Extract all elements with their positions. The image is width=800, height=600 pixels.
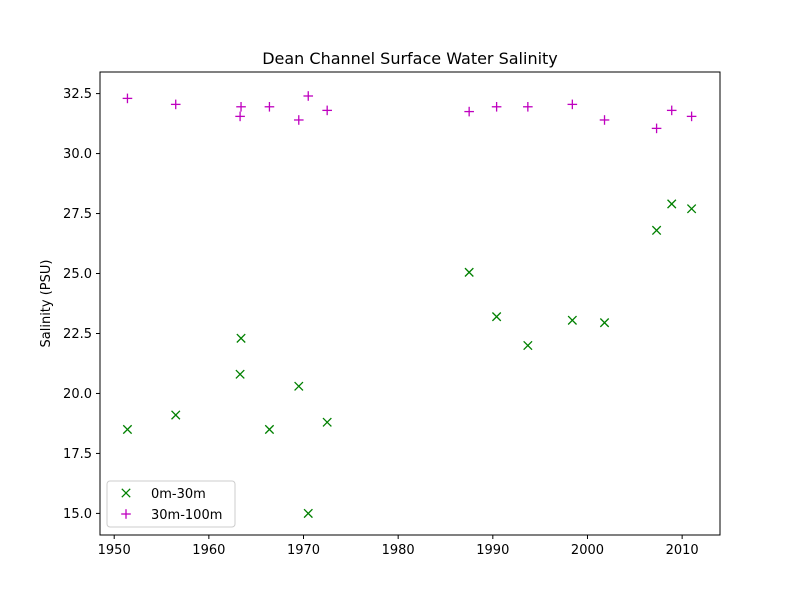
data-point — [491, 312, 502, 322]
data-marks — [122, 91, 697, 519]
data-point — [264, 424, 275, 435]
series-0m-30m — [122, 199, 697, 519]
series-30m-100m — [122, 91, 697, 134]
legend-box — [106, 480, 236, 528]
data-point — [322, 417, 332, 427]
x-tick-label: 1980 — [382, 543, 415, 558]
legend-label: 30m-100m — [151, 508, 222, 523]
plot-area: 1950 1960 1970 1980 1990 2000 2010 15.0 17.5 20.… — [63, 71, 721, 558]
data-point — [264, 101, 275, 112]
data-point — [651, 225, 662, 235]
legend-marker — [121, 509, 131, 519]
y-tick-label: 15.0 — [63, 507, 92, 522]
y-tick-label: 32.5 — [63, 87, 92, 102]
data-point — [235, 369, 245, 379]
y-axis-title: Salinity (PSU) — [39, 260, 54, 348]
data-point — [303, 91, 314, 101]
data-point — [567, 315, 577, 325]
data-point — [294, 381, 304, 391]
data-point — [523, 340, 533, 351]
data-point — [171, 410, 181, 420]
data-point — [523, 101, 533, 112]
data-point — [122, 424, 133, 435]
data-point — [122, 93, 133, 104]
chart-title: Dean Channel Surface Water Salinity — [262, 49, 558, 68]
x-tick-label: 1970 — [287, 543, 320, 558]
data-point — [599, 318, 610, 328]
data-point — [170, 99, 181, 110]
data-point — [686, 204, 697, 214]
data-point — [567, 99, 578, 110]
plot-frame — [99, 71, 721, 536]
y-tick-label: 27.5 — [63, 207, 92, 222]
data-point — [686, 111, 697, 122]
y-tick-label: 22.5 — [63, 327, 92, 342]
y-tick-label: 30.0 — [63, 147, 92, 162]
data-point — [293, 115, 304, 125]
y-axis: 15.0 17.5 20.0 22.5 25.0 27.5 30.0 32.5 — [63, 87, 100, 522]
legend: 0m-30m 30m-100m — [106, 480, 236, 528]
legend-label: 0m-30m — [151, 487, 206, 502]
y-tick-label: 25.0 — [63, 267, 92, 282]
x-tick-label: 1960 — [192, 543, 225, 558]
x-tick-label: 1950 — [98, 543, 131, 558]
data-point — [303, 508, 313, 519]
data-point — [236, 101, 246, 112]
y-tick-label: 17.5 — [63, 447, 92, 462]
data-point — [236, 333, 246, 343]
data-point — [667, 199, 677, 209]
legend-marker — [121, 488, 131, 498]
x-axis: 1950 1960 1970 1980 1990 2000 2010 — [98, 535, 699, 558]
x-tick-label: 1990 — [476, 543, 509, 558]
x-tick-label: 2010 — [666, 543, 699, 558]
data-point — [464, 267, 474, 277]
x-tick-label: 2000 — [571, 543, 604, 558]
data-point — [599, 115, 610, 125]
y-tick-label: 20.0 — [63, 387, 92, 402]
data-point — [322, 105, 332, 116]
data-point — [666, 105, 677, 116]
data-point — [491, 101, 502, 112]
data-point — [235, 111, 245, 122]
data-point — [651, 123, 662, 134]
data-point — [464, 106, 474, 117]
